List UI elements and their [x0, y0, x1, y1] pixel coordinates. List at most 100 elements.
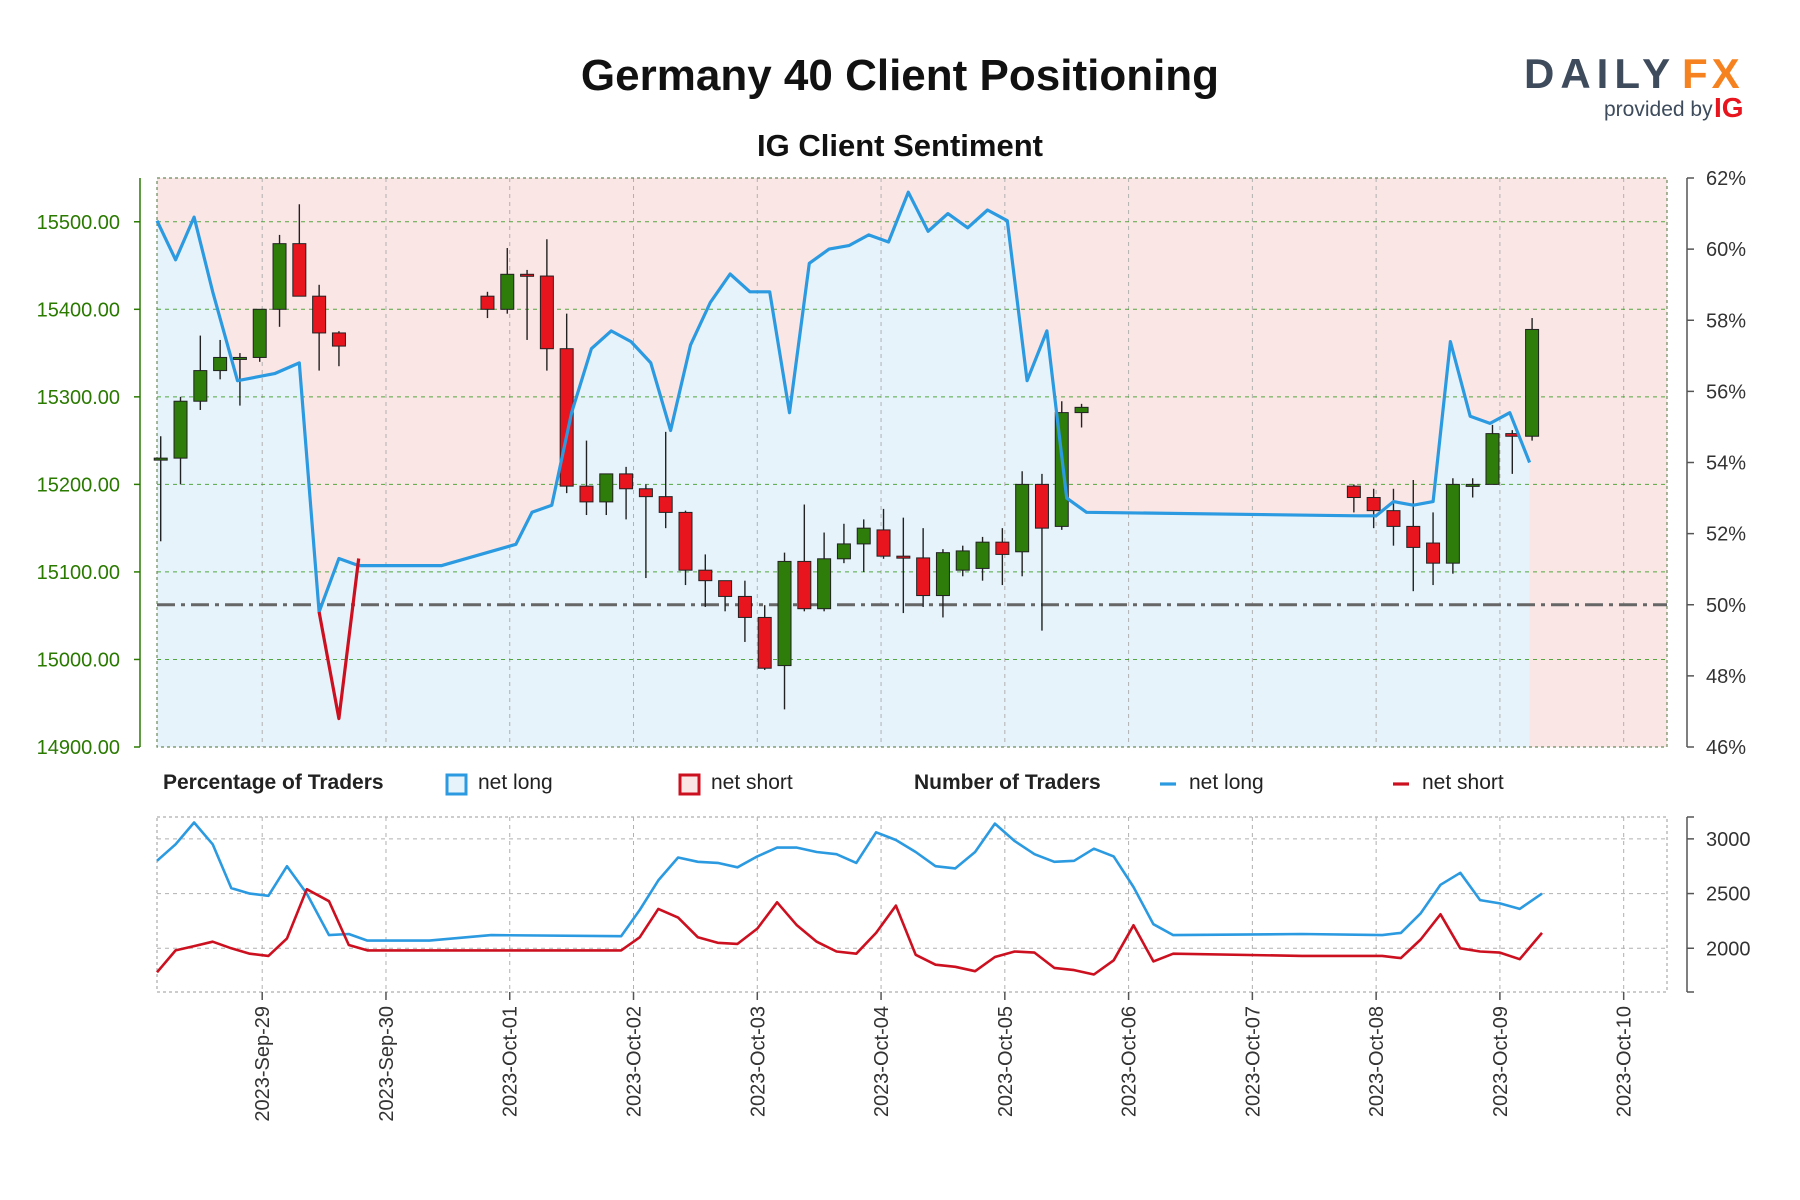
candle [272, 234, 287, 327]
candle-body [331, 332, 346, 347]
candle [619, 466, 634, 520]
percent-tick-label: 52% [1706, 524, 1746, 546]
candle-body [579, 485, 594, 503]
candle [1015, 471, 1030, 577]
percent-tick-label: 56% [1706, 381, 1746, 403]
legend-pct-long-label: net long [478, 771, 553, 794]
logo-fx: FX [1682, 50, 1744, 97]
candle-body [1445, 483, 1460, 564]
candle [995, 528, 1010, 586]
trader-count-panel: 2000 2500 3000 [156, 816, 1751, 993]
candle [876, 508, 891, 559]
candle [173, 396, 188, 485]
percent-tick-label: 48% [1706, 666, 1746, 688]
candle-body [292, 243, 307, 297]
candle-body [757, 616, 772, 669]
candle-body [995, 541, 1010, 555]
logo-ig: IG [1714, 92, 1744, 123]
chart-subtitle: IG Client Sentiment [757, 128, 1043, 163]
candle-body [737, 595, 752, 618]
count-net-long-line [156, 821, 1543, 942]
legend-pct-long-swatch [445, 773, 468, 796]
date-tick-label: 2023-Oct-02 [624, 1006, 646, 1117]
count-tick-label: 3000 [1706, 829, 1751, 851]
legend-count-long-label: net long [1189, 771, 1264, 794]
price-tick-label: 15000.00 [37, 649, 120, 671]
candle [777, 552, 792, 710]
candle-body [916, 557, 931, 597]
candle [252, 308, 267, 362]
candle-body [480, 295, 495, 310]
candle [797, 504, 812, 612]
price-tick-label: 15500.00 [37, 212, 120, 234]
candle [757, 605, 772, 670]
candle-body [817, 558, 832, 610]
lower-plot-border [156, 816, 1668, 993]
percent-tick-label: 62% [1706, 168, 1746, 190]
candle-body [638, 488, 653, 498]
candle-body [1386, 510, 1401, 527]
date-tick-label: 2023-Oct-06 [1119, 1006, 1141, 1117]
count-net-short-line [156, 887, 1543, 976]
candle-body [193, 370, 208, 402]
pct-net-long-line [155, 190, 1532, 614]
candle [718, 580, 733, 612]
candle-body [797, 560, 812, 610]
candle [1426, 512, 1441, 586]
candle-body [1525, 328, 1540, 437]
candle [935, 549, 950, 618]
horizontal-grid [157, 221, 1667, 660]
net-long-area [157, 192, 1530, 747]
candle [737, 580, 752, 642]
date-axis: 2023-Sep-29 2023-Sep-30 2023-Oct-01 2023-Oc… [252, 992, 1636, 1122]
candle [1366, 488, 1381, 529]
candle-body [599, 473, 614, 503]
percent-tick-label: 50% [1706, 595, 1746, 617]
candle [520, 269, 535, 340]
percent-tick-label: 54% [1706, 453, 1746, 475]
candle-body [678, 511, 693, 571]
candle [916, 528, 931, 607]
candle-body [935, 552, 950, 597]
candle [480, 291, 495, 319]
candle-body [539, 275, 554, 350]
count-tick-label: 2000 [1706, 938, 1751, 960]
dailyfx-logo: DAILY FX provided by IG [1524, 50, 1744, 123]
candle [312, 284, 327, 371]
candle-body [1406, 525, 1421, 548]
candle-body [1034, 483, 1049, 529]
candle-body [836, 543, 851, 560]
candle-body [500, 273, 515, 310]
candle [896, 517, 911, 614]
date-tick-label: 2023-Oct-07 [1242, 1006, 1264, 1117]
price-sentiment-panel: 14900.00 15000.00 15100.00 15200.00 15300.00… [37, 168, 1747, 759]
legend-pct-short-label: net short [711, 771, 793, 794]
candle-body [173, 400, 188, 459]
vertical-grid [261, 178, 1625, 747]
price-axis: 14900.00 15000.00 15100.00 15200.00 15300.00… [37, 178, 141, 759]
price-tick-label: 15100.00 [37, 562, 120, 584]
candle-body [153, 457, 168, 461]
candle [856, 519, 871, 572]
legend-pct-short-swatch [678, 773, 701, 796]
lower-horizontal-grid [157, 838, 1667, 949]
candle [836, 523, 851, 564]
candle-body [520, 273, 535, 277]
candle-body [1485, 433, 1500, 485]
chart-title: Germany 40 Client Positioning [581, 51, 1219, 100]
candle-body [975, 541, 990, 569]
plot-border [156, 177, 1668, 748]
date-tick-label: 2023-Oct-01 [500, 1006, 522, 1117]
candle-body [1346, 485, 1361, 499]
date-tick-label: 2023-Sep-30 [376, 1006, 398, 1122]
count-tick-label: 2500 [1706, 884, 1751, 906]
percent-tick-label: 46% [1706, 737, 1746, 759]
candle [213, 339, 228, 380]
candle-body [698, 569, 713, 582]
candle-body [718, 580, 733, 597]
logo-provided-by: provided by [1604, 98, 1713, 121]
candle [539, 239, 554, 371]
candle-body [1074, 406, 1089, 414]
candle [698, 554, 713, 607]
candle [1465, 478, 1480, 498]
